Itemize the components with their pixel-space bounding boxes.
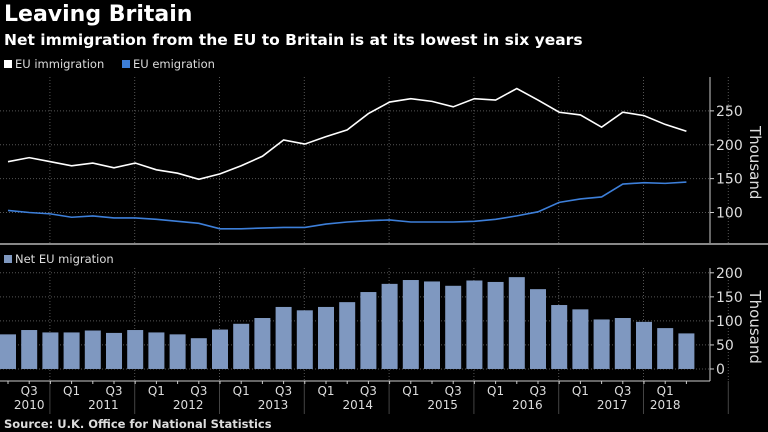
legend-label: EU emigration (133, 57, 215, 71)
emigration-line (7, 181, 687, 230)
immigration-line (7, 87, 687, 181)
x-tick-label: Q1 (148, 384, 165, 398)
y-tick-label: 250 (716, 104, 743, 120)
x-year-label: 2018 (650, 398, 681, 412)
legend-item-emigration: EU emigration (122, 57, 215, 71)
bar (360, 292, 377, 369)
bar (148, 332, 165, 369)
bar (169, 334, 186, 369)
bar (21, 330, 38, 369)
chart-subtitle: Net immigration from the EU to Britain i… (4, 31, 583, 49)
legend-label: Net EU migration (15, 252, 114, 266)
x-year-label: 2012 (173, 398, 204, 412)
bar (657, 328, 674, 369)
x-tick-label: Q1 (233, 384, 250, 398)
x-tick-label: Q3 (190, 384, 207, 398)
bar (487, 281, 504, 369)
x-tick-label: Q3 (529, 384, 546, 398)
bar (296, 310, 313, 369)
x-year-label: 2010 (14, 398, 45, 412)
y-tick-label: 0 (716, 362, 725, 378)
bar (318, 306, 334, 369)
legend-swatch (122, 60, 130, 68)
x-tick-label: Q1 (572, 384, 589, 398)
x-tick-label: Q3 (21, 384, 38, 398)
legend-label: EU immigration (15, 57, 105, 71)
bar (508, 277, 525, 369)
bar (190, 338, 207, 369)
bar (127, 330, 144, 369)
x-year-label: 2011 (88, 398, 119, 412)
bar (636, 321, 652, 369)
legend-item-net: Net EU migration (4, 252, 114, 266)
bar (402, 280, 419, 369)
legend-item-immigration: EU immigration (4, 57, 104, 71)
y-tick-label: 100 (716, 314, 743, 330)
x-tick-label: Q1 (63, 384, 80, 398)
x-tick-label: Q1 (487, 384, 504, 398)
bar (254, 318, 271, 369)
bar (84, 330, 101, 369)
x-tick-label: Q3 (445, 384, 462, 398)
bar (233, 323, 250, 369)
x-tick-label: Q1 (317, 384, 334, 398)
x-year-label: 2014 (343, 398, 374, 412)
legend-swatch (4, 255, 12, 263)
bar (339, 302, 356, 369)
chart-title: Leaving Britain (4, 2, 193, 27)
y-tick-label: 150 (716, 172, 743, 188)
y-tick-label: 200 (716, 266, 743, 282)
y-tick-label: 100 (716, 206, 743, 222)
y-tick-label: 50 (716, 338, 734, 354)
bar (63, 332, 80, 369)
bar (572, 309, 589, 369)
bar (551, 305, 568, 369)
x-year-label: 2017 (597, 398, 628, 412)
bar (42, 332, 59, 369)
x-year-label: 2016 (512, 398, 543, 412)
x-tick-label: Q3 (105, 384, 122, 398)
bar (381, 283, 398, 369)
x-tick-label: Q3 (275, 384, 292, 398)
x-tick-label: Q1 (402, 384, 419, 398)
source-note: Source: U.K. Office for National Statist… (4, 417, 272, 431)
bar (593, 319, 610, 369)
bar (106, 332, 122, 369)
bar (212, 329, 228, 369)
y-axis-label: Thousand (746, 290, 764, 364)
x-tick-label: Q3 (614, 384, 631, 398)
bar (445, 285, 462, 369)
x-year-label: 2013 (258, 398, 289, 412)
y-tick-label: 200 (716, 138, 743, 154)
bar (614, 318, 631, 369)
y-tick-label: 150 (716, 290, 743, 306)
bar (424, 281, 440, 369)
bar (530, 289, 546, 369)
bar (0, 334, 16, 369)
x-tick-label: Q3 (360, 384, 377, 398)
y-axis-label: Thousand (746, 125, 764, 199)
bar (678, 333, 695, 369)
x-year-label: 2015 (427, 398, 458, 412)
x-tick-label: Q1 (657, 384, 674, 398)
bar (275, 306, 292, 369)
bar (466, 280, 483, 369)
legend-swatch (4, 60, 12, 68)
